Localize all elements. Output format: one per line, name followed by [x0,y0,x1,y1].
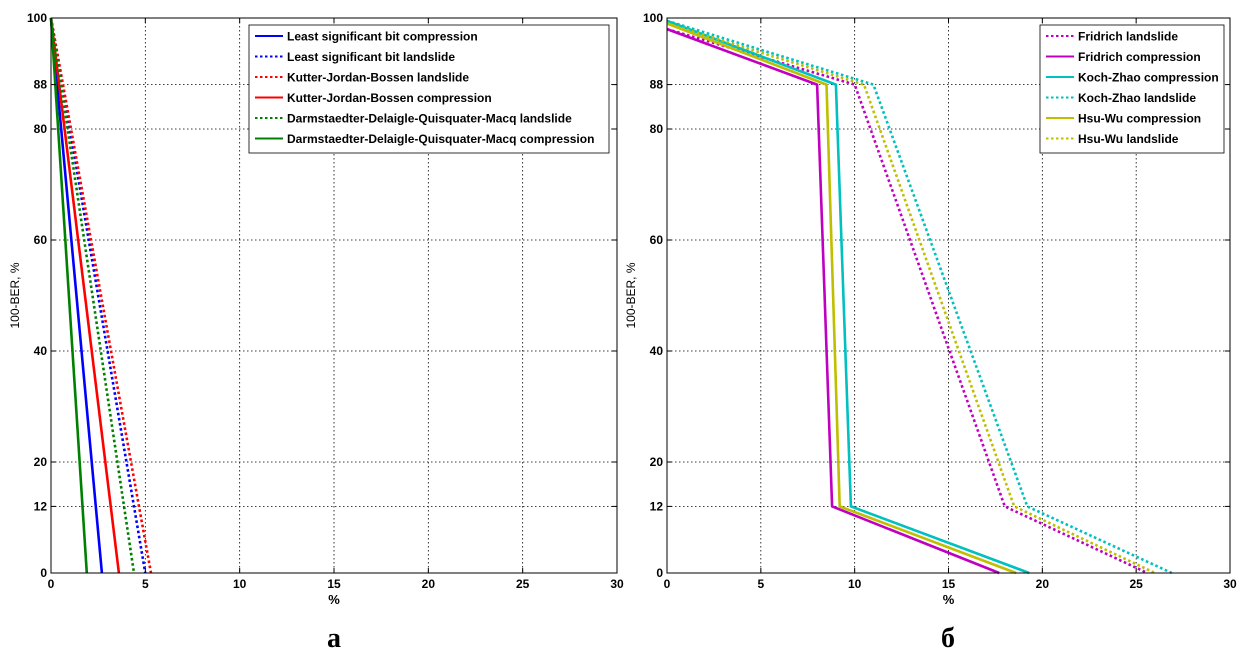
tick-labels: 0 5 10 15 20 25 30 0 12 20 40 60 80 88 100 [643,11,1237,591]
y-tick-label: 12 [650,499,664,513]
y-tick-label: 20 [34,455,48,469]
series-line-6 [49,17,89,574]
series-line-5 [666,22,1017,575]
panel-caption: а [327,623,341,654]
x-axis-label: % [943,592,955,607]
x-tick-label: 20 [1036,577,1050,591]
series-line-3 [49,17,153,574]
series-line-2 [666,27,1000,575]
y-tick-label: 60 [650,233,664,247]
legend: Fridrich landslide Fridrich compression Ko… [1039,24,1225,154]
y-tick-label: 0 [40,566,47,580]
legend-label: Fridrich compression [1078,50,1201,64]
x-axis-label: % [328,592,340,607]
y-tick-label: 12 [34,499,48,513]
legend-box [1039,24,1225,154]
y-tick-label: 0 [656,566,663,580]
legend-label: Darmstaedter-Delaigle-Quisquater-Macq co… [287,132,594,146]
x-tick-label: 5 [757,577,764,591]
chart-panel-a: 0 5 10 15 20 25 30 0 12 20 40 60 80 88 100% 100-BER, % L… [8,11,624,654]
x-tick-label: 5 [142,577,149,591]
legend-label: Least significant bit compression [287,30,478,44]
panel-caption: б [941,623,955,654]
x-tick-label: 15 [327,577,341,591]
x-tick-label: 30 [1223,577,1237,591]
chart-panel-b: 0 5 10 15 20 25 30 0 12 20 40 60 80 88 100% 100-BER, % F… [624,11,1237,654]
y-tick-label: 60 [34,233,48,247]
series-group [49,17,153,574]
x-tick-label: 10 [233,577,247,591]
x-tick-label: 0 [664,577,671,591]
legend-label: Least significant bit landslide [287,50,455,64]
series-line-4 [49,17,121,574]
x-tick-label: 25 [516,577,530,591]
legend-label: Fridrich landslide [1078,30,1178,44]
legend-label: Koch-Zhao compression [1078,71,1219,85]
legend-label: Hsu-Wu landslide [1078,132,1179,146]
y-tick-label: 80 [650,122,664,136]
legend: Least significant bit compression Least s… [248,24,610,154]
x-tick-label: 15 [942,577,956,591]
legend-label: Koch-Zhao landslide [1078,91,1196,105]
x-tick-label: 30 [610,577,624,591]
y-tick-label: 20 [650,455,664,469]
x-tick-label: 25 [1129,577,1143,591]
series-line-4 [666,19,1173,575]
x-tick-label: 20 [422,577,436,591]
y-tick-label: 100 [643,11,663,25]
legend-box [248,24,610,154]
x-tick-label: 10 [848,577,862,591]
legend-label: Kutter-Jordan-Bossen landslide [287,71,469,85]
series-line-3 [666,19,1030,575]
y-tick-label: 40 [34,344,48,358]
y-tick-label: 88 [650,78,664,92]
y-tick-label: 100 [27,11,47,25]
series-group [666,19,1173,575]
legend-label: Darmstaedter-Delaigle-Quisquater-Macq la… [287,112,572,126]
tick-labels: 0 5 10 15 20 25 30 0 12 20 40 60 80 88 100 [27,11,624,591]
x-tick-label: 0 [48,577,55,591]
y-tick-label: 88 [34,78,48,92]
legend-label: Kutter-Jordan-Bossen compression [287,91,492,105]
y-axis-label: 100-BER, % [624,262,638,328]
y-tick-label: 80 [34,122,48,136]
series-line-1 [49,17,104,574]
y-axis-label: 100-BER, % [8,262,22,328]
legend-label: Hsu-Wu compression [1078,112,1201,126]
y-tick-label: 40 [650,344,664,358]
